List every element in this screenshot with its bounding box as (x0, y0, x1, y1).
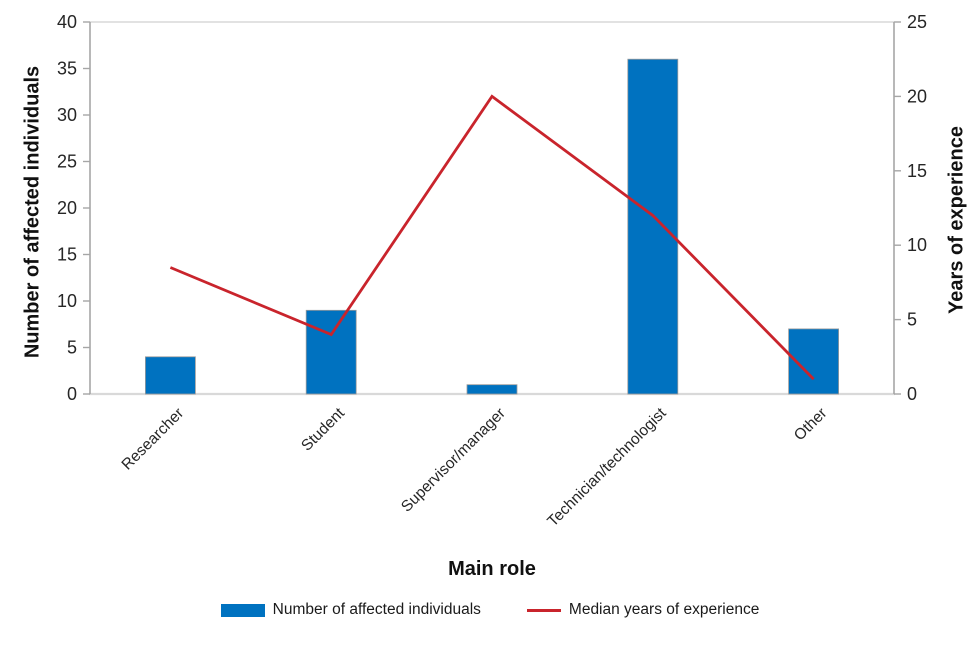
legend-line-label: Median years of experience (568, 601, 760, 618)
bar-3 (627, 58, 679, 395)
right-tick-label: 10 (907, 235, 927, 255)
right-tick-label: 0 (907, 384, 917, 404)
left-tick-label: 20 (57, 198, 77, 218)
left-tick-label: 0 (67, 384, 77, 404)
line-series (169, 94, 815, 381)
left-tick-label: 30 (57, 105, 77, 125)
legend-item-bars: Number of affected individuals (220, 601, 481, 619)
legend-line-swatch (526, 608, 561, 612)
legend-bar-swatch (220, 603, 265, 617)
left-tick-label: 10 (57, 291, 77, 311)
left-axis-title: Number of affected individuals (21, 65, 44, 359)
legend-item-line: Median years of experience (526, 601, 760, 619)
x-axis-title: Main role (448, 558, 536, 580)
left-tick-label: 15 (57, 245, 77, 265)
category-label-3: Technician/technologist (544, 404, 670, 530)
left-tick-label: 5 (67, 338, 77, 358)
right-tick-label: 15 (907, 161, 927, 181)
category-label-4: Other (791, 405, 830, 444)
category-label-0: Researcher (119, 405, 188, 474)
left-tick-label: 35 (57, 59, 77, 79)
bar-0 (144, 356, 196, 395)
right-tick-label: 5 (907, 310, 917, 330)
bar-2 (466, 384, 518, 395)
right-tick-label: 20 (907, 86, 927, 106)
left-tick-label: 25 (57, 152, 77, 172)
left-tick-label: 40 (57, 12, 77, 32)
legend-bar-label: Number of affected individuals (272, 601, 481, 618)
right-axis-title: Years of experience (945, 126, 968, 314)
right-tick-label: 25 (907, 12, 927, 32)
category-label-2: Supervisor/manager (398, 405, 509, 516)
bar-1 (305, 309, 357, 395)
legend: Number of affected individuals Median ye… (0, 601, 980, 619)
category-label-1: Student (298, 404, 348, 454)
